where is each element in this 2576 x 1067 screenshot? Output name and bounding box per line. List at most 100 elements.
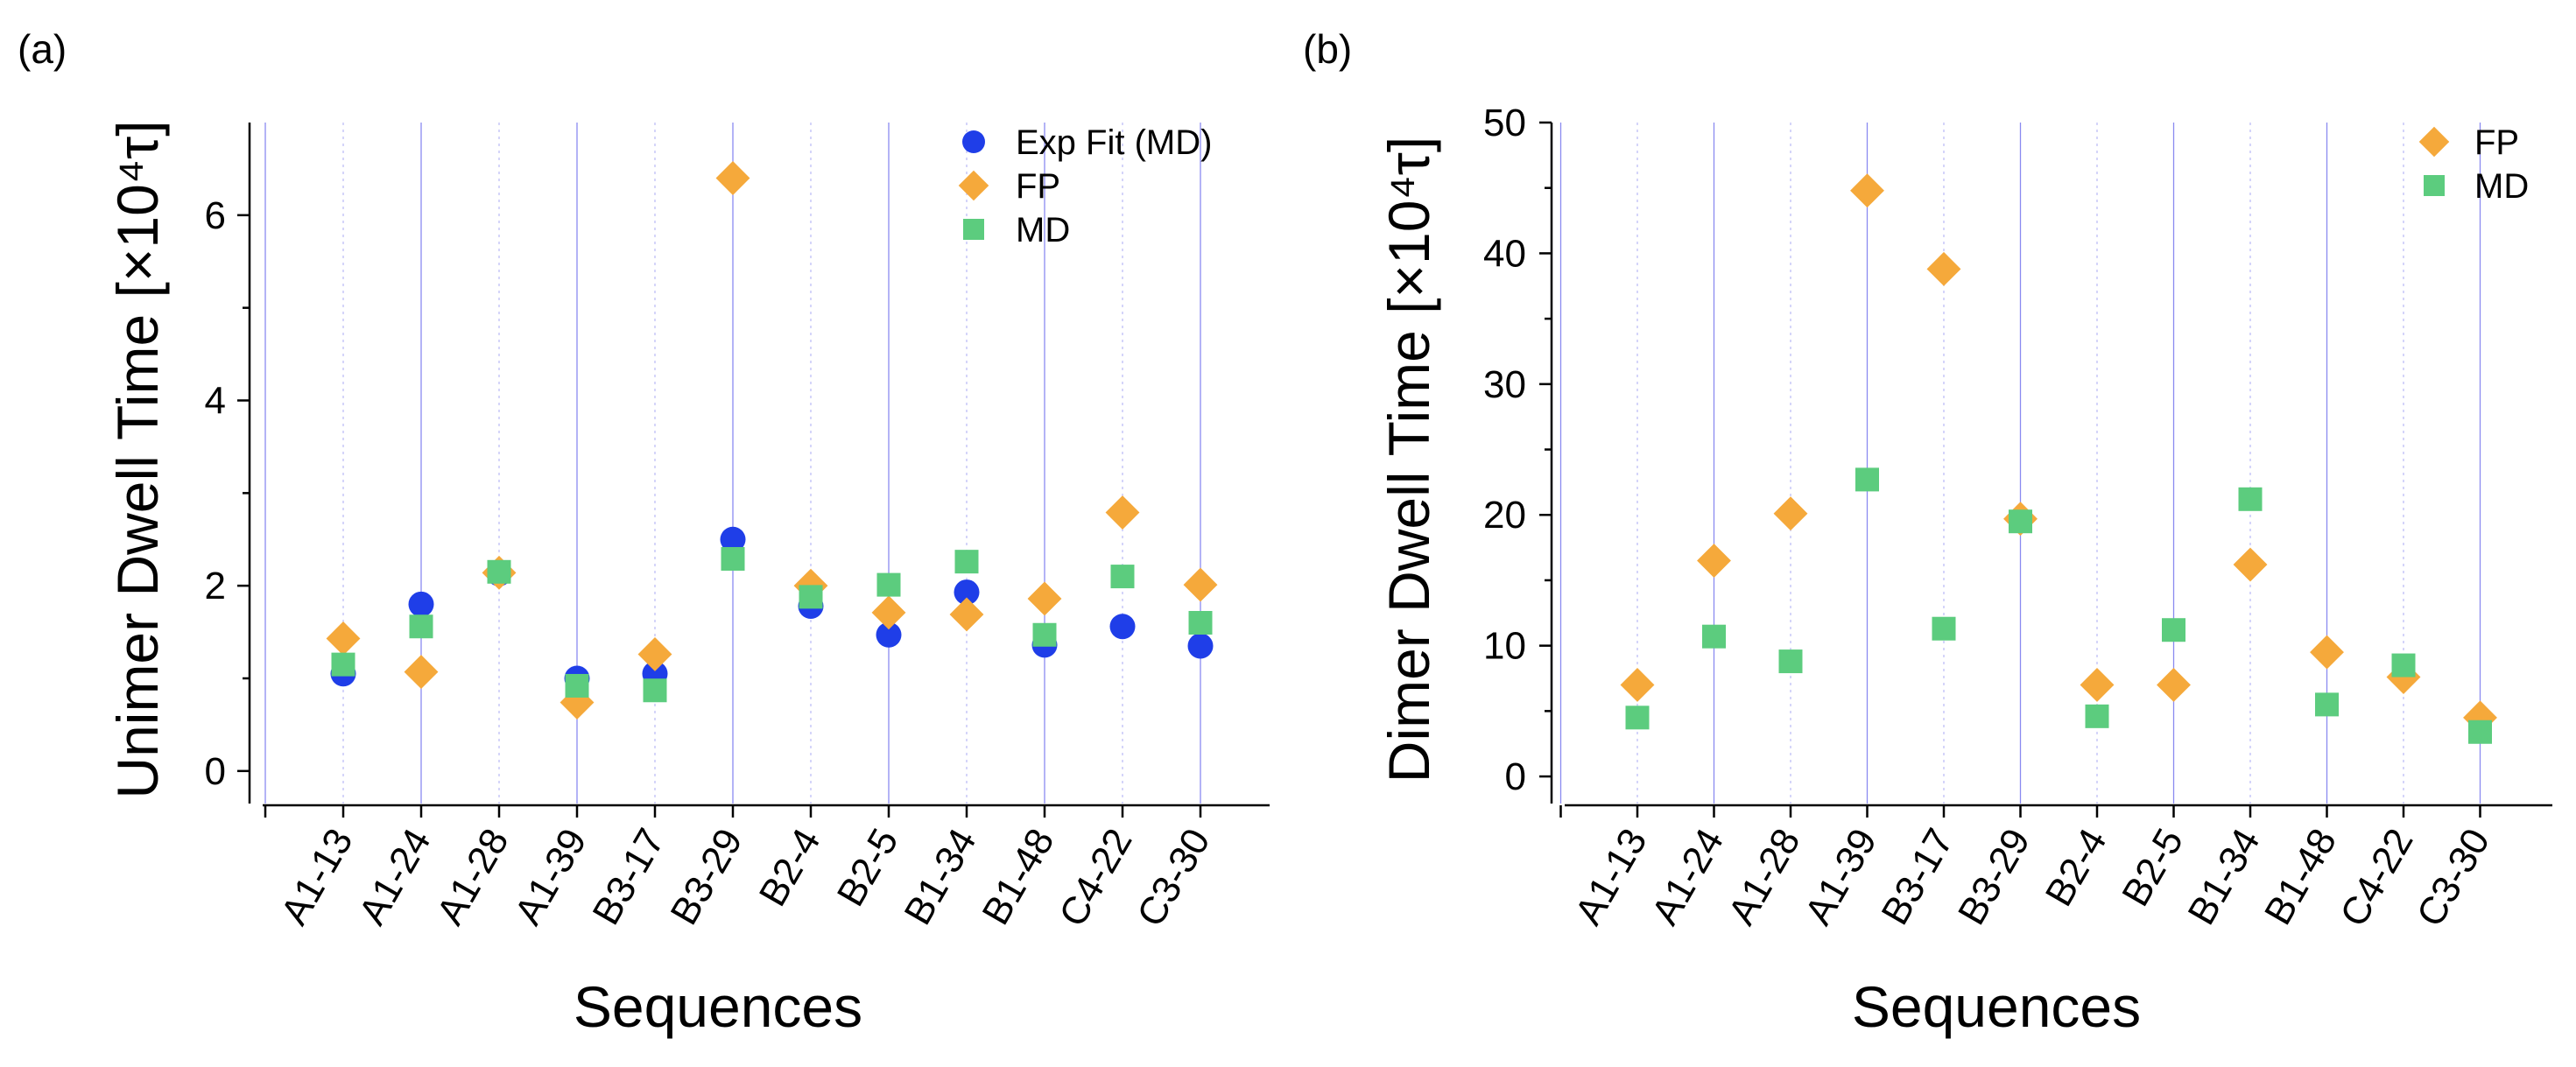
data-point-fp: [1850, 173, 1884, 208]
x-tick-label: C4-22: [1051, 822, 1140, 934]
panel-label-b: (b): [1303, 26, 1352, 72]
panel-a-y-axis-title: Unimer Dwell Time [×10⁴τ]: [105, 120, 170, 798]
x-tick-label: B1-34: [897, 822, 985, 932]
y-tick-label: 30: [1483, 363, 1526, 406]
data-point-md: [2315, 692, 2339, 717]
data-point-md: [409, 614, 433, 639]
legend-label: MD: [1016, 211, 1070, 249]
x-tick-label: B1-34: [2180, 822, 2269, 932]
x-tick-label: B1-48: [2256, 822, 2345, 932]
data-point-md: [876, 572, 901, 597]
data-point-md: [1032, 622, 1057, 647]
x-tick-label: B2-4: [2038, 822, 2115, 914]
data-point-md: [331, 652, 355, 677]
data-point-md: [2391, 653, 2416, 677]
x-tick-label: A1-13: [1567, 822, 1656, 932]
y-tick-label: 0: [205, 750, 226, 793]
data-point-fp: [2157, 668, 2191, 702]
data-point-md: [2468, 720, 2492, 744]
x-tick-label: A1-24: [1643, 822, 1732, 932]
panel-a-x-axis-title: Sequences: [574, 974, 862, 1039]
panel-b-dimer: (b) 0 10 20 30 40 50 A1-13A1-24A1-28A1-39B3-1…: [1303, 26, 2552, 1039]
data-point-md: [721, 546, 745, 571]
y-tick-label: 20: [1483, 494, 1526, 537]
y-tick-label: 40: [1483, 232, 1526, 275]
x-tick-label: B3-29: [1950, 822, 2038, 932]
data-point-md: [799, 585, 823, 609]
panel-a-gridlines: [264, 123, 1201, 804]
data-point-exp-fit-md: [954, 579, 980, 606]
x-tick-label: B2-5: [2114, 822, 2192, 914]
data-point-md: [565, 673, 589, 698]
y-tick-label: 0: [1505, 755, 1526, 798]
x-tick-label: B3-17: [1874, 822, 1962, 932]
data-point-fp: [1926, 251, 1961, 286]
legend-label: FP: [1016, 167, 1060, 206]
data-point-fp: [637, 637, 672, 671]
legend-marker: [962, 130, 985, 153]
data-point-md: [1625, 705, 1650, 730]
data-point-fp: [1773, 496, 1808, 531]
x-tick-label: B3-29: [663, 822, 751, 932]
y-tick-label: 50: [1483, 102, 1526, 144]
x-tick-label: A1-28: [429, 822, 517, 932]
data-point-fp: [2463, 700, 2497, 735]
x-tick-label: A1-13: [273, 822, 362, 932]
data-point-fp: [1027, 581, 1062, 616]
panel-b-data-points: [1620, 173, 2497, 744]
legend-marker: [2418, 126, 2450, 158]
data-point-fp: [326, 621, 361, 656]
y-tick-label: 4: [205, 380, 226, 423]
x-tick-label: B3-17: [585, 822, 673, 932]
x-tick-label: B2-5: [829, 822, 907, 914]
data-point-md: [2085, 704, 2109, 728]
data-point-exp-fit-md: [408, 591, 434, 617]
data-point-fp: [1697, 544, 1731, 578]
data-point-md: [1855, 467, 1879, 492]
data-point-md: [1702, 624, 1726, 649]
x-tick-label: B2-4: [751, 822, 829, 914]
x-tick-label: B1-48: [975, 822, 1063, 932]
legend-label: MD: [2474, 167, 2529, 206]
legend-marker: [963, 219, 984, 240]
x-tick-label: A1-39: [507, 822, 595, 932]
panel-b-x-ticks: A1-13A1-24A1-28A1-39B3-17B3-29B2-4B2-5B1…: [1559, 805, 2498, 934]
panel-b-y-axis-title: Dimer Dwell Time [×10⁴τ]: [1376, 137, 1441, 783]
data-point-fp: [404, 655, 439, 690]
data-point-md: [1932, 616, 1956, 641]
data-point-md: [2162, 618, 2185, 642]
panel-b-legend: FP MD: [2418, 123, 2529, 206]
data-point-fp: [949, 597, 984, 632]
x-tick-label: A1-39: [1797, 822, 1885, 932]
data-point-fp: [871, 595, 906, 630]
x-tick-label: C4-22: [2332, 822, 2421, 934]
data-point-fp: [2233, 547, 2268, 582]
data-point-md: [643, 678, 667, 703]
data-point-fp: [715, 161, 750, 195]
panel-b-x-axis-title: Sequences: [1852, 974, 2141, 1039]
legend-label: Exp Fit (MD): [1016, 123, 1212, 162]
data-point-fp: [2080, 668, 2115, 702]
data-point-md: [1778, 649, 1803, 674]
legend-marker: [2424, 175, 2445, 196]
data-point-md: [2009, 509, 2032, 534]
y-tick-label: 10: [1483, 625, 1526, 668]
data-point-fp: [1183, 567, 1218, 602]
data-point-md: [1188, 611, 1213, 635]
y-tick-label: 2: [205, 565, 226, 607]
data-point-md: [487, 559, 511, 584]
data-point-exp-fit-md: [876, 621, 902, 648]
x-tick-label: A1-28: [1721, 822, 1809, 932]
data-point-md: [1110, 565, 1135, 589]
data-point-exp-fit-md: [720, 526, 746, 552]
panel-b-y-ticks: 0 10 20 30 40 50: [1483, 102, 1552, 798]
panel-a-legend: Exp Fit (MD) FP MD: [958, 123, 1212, 249]
panel-a-data-points: [326, 161, 1218, 720]
x-tick-label: C3-30: [1129, 822, 1218, 934]
data-point-fp: [2310, 635, 2344, 670]
panel-label-a: (a): [18, 26, 67, 72]
data-point-md: [2238, 487, 2263, 511]
